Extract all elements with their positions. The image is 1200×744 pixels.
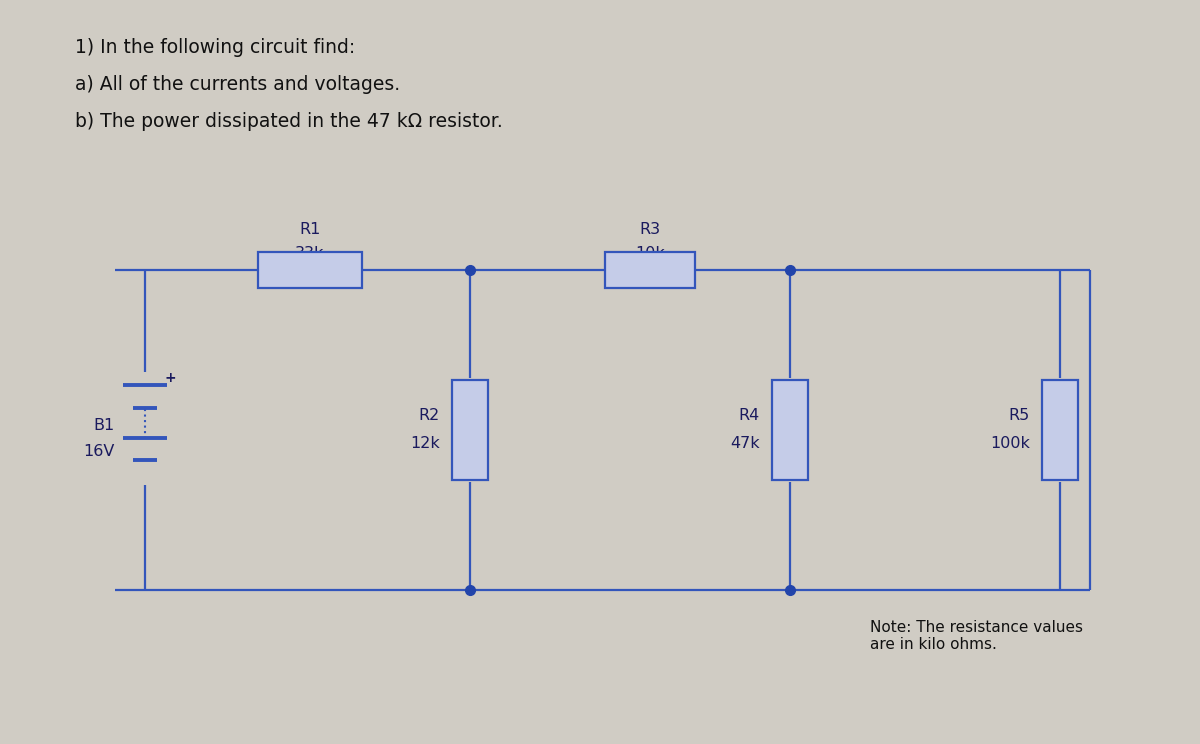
Text: 10k: 10k xyxy=(635,246,665,261)
Text: R1: R1 xyxy=(299,222,320,237)
Text: 1) In the following circuit find:: 1) In the following circuit find: xyxy=(74,38,355,57)
Text: R3: R3 xyxy=(640,222,660,237)
Text: 100k: 100k xyxy=(990,437,1030,452)
Text: a) All of the currents and voltages.: a) All of the currents and voltages. xyxy=(74,75,400,94)
Text: Note: The resistance values
are in kilo ohms.: Note: The resistance values are in kilo … xyxy=(870,620,1084,652)
Text: b) The power dissipated in the 47 kΩ resistor.: b) The power dissipated in the 47 kΩ res… xyxy=(74,112,503,131)
Text: R4: R4 xyxy=(739,408,760,423)
Bar xyxy=(605,252,695,288)
Text: R5: R5 xyxy=(1009,408,1030,423)
Bar xyxy=(258,252,362,288)
Text: +: + xyxy=(166,371,176,385)
Text: B1: B1 xyxy=(94,417,115,432)
Text: 47k: 47k xyxy=(731,437,760,452)
Bar xyxy=(772,380,808,480)
Bar xyxy=(452,380,488,480)
Bar xyxy=(1042,380,1078,480)
Text: 12k: 12k xyxy=(410,437,440,452)
Text: 16V: 16V xyxy=(84,444,115,460)
Text: R2: R2 xyxy=(419,408,440,423)
Text: 33k: 33k xyxy=(295,246,325,261)
